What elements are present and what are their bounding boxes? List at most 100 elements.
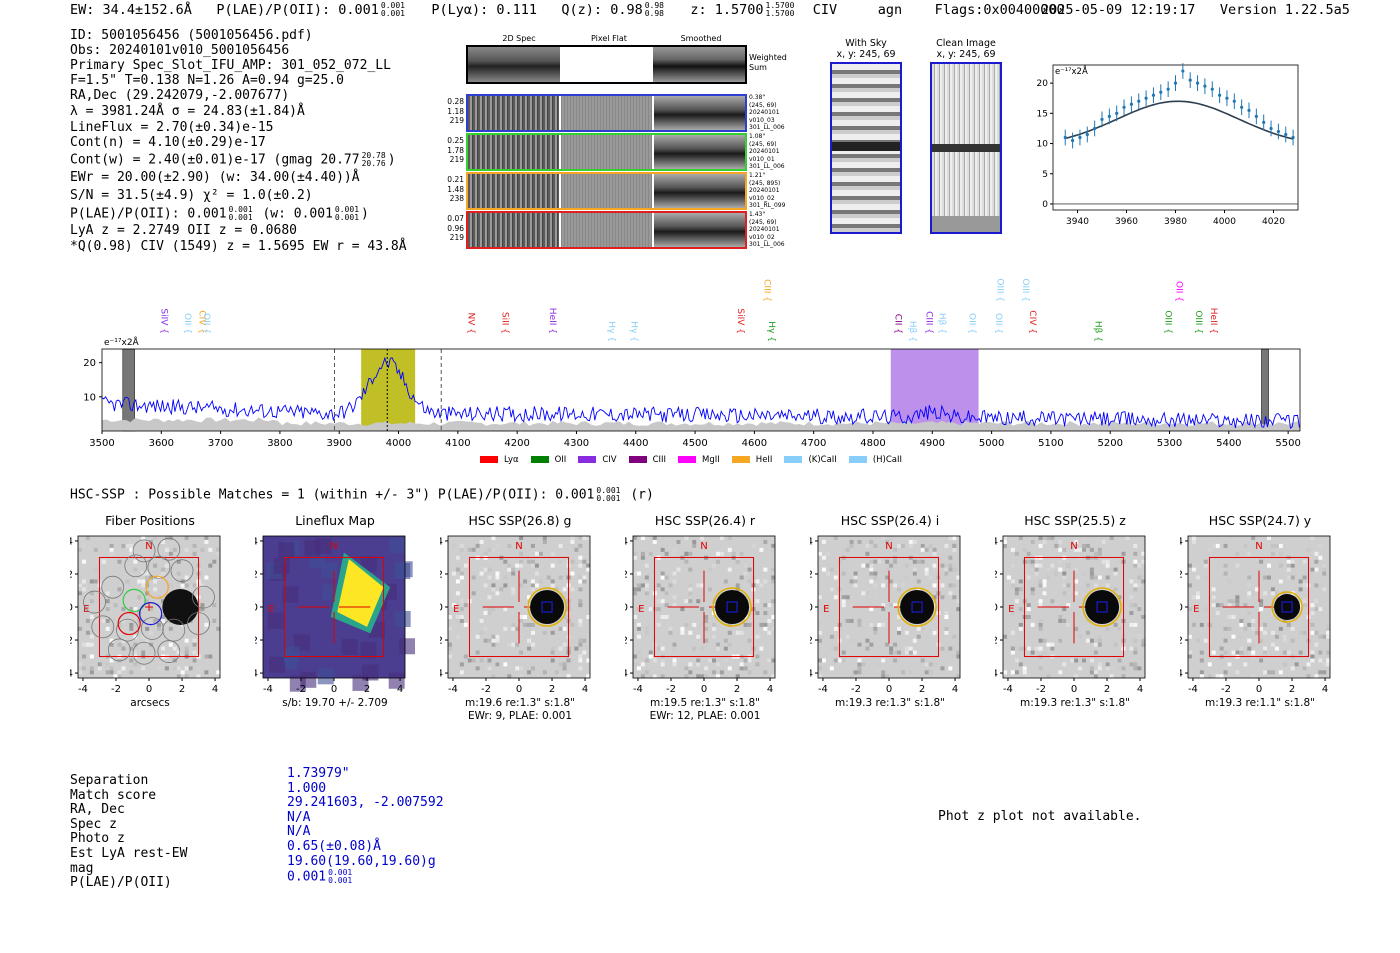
frac-hi: 0.001 [228,205,253,214]
sky-pixel [1078,634,1083,639]
sky-pixel [821,658,826,663]
sky-pixel [1203,607,1208,612]
legend-label: MgII [702,454,720,465]
plae-w-text: (w: 0.001 [262,206,333,222]
sky-pixel [885,567,890,572]
sky-pixel [145,638,150,643]
sky-pixel [184,666,189,671]
sky-pixel [176,559,181,564]
sky-pixel [1274,591,1279,596]
sky-pixel [900,583,905,588]
zoom-data-point [1284,132,1288,137]
hsc-summary-frac: 0.001 0.001 [596,487,620,503]
frac-lo: 0.001 [228,213,253,222]
sky-pixel [932,551,937,556]
sky-pixel [586,658,591,663]
sky-pixel [455,618,460,623]
spectrum-ytick-label: 10 [83,392,96,403]
sky-pixel [160,618,165,623]
sky-pixel [881,603,886,608]
sky-pixel [1188,650,1192,655]
panel-ytick-label: -4 [440,669,443,680]
sky-pixel [164,563,169,568]
sky-pixel [145,575,150,580]
sky-pixel [1089,575,1094,580]
sky-pixel [1074,547,1079,552]
fiber-circle [132,641,156,665]
sky-pixel [1251,650,1256,655]
sky-pixel [530,551,535,556]
panel-ytick-label: -2 [1180,636,1183,647]
sky-pixel [1195,575,1200,580]
sky-pixel [1188,607,1192,612]
sky-pixel [216,670,221,675]
sky-pixel [1310,603,1315,608]
sky-pixel [145,626,150,631]
match-value-text: N/A [287,824,311,840]
sky-pixel [1097,666,1102,671]
zoom-data-point [1122,105,1126,109]
sky-pixel [1006,575,1011,580]
sky-pixel [1133,646,1138,651]
sky-pixel [704,615,709,619]
header-timestamp: 2025-05-09 12:19:17 [1041,2,1196,18]
zoom-data-point [1115,111,1119,115]
sky-pixel [857,658,862,663]
sky-pixel [1227,579,1232,584]
sky-pixel [1133,563,1138,568]
spectrum-highlight-band [890,349,979,431]
north-label: N [1070,541,1077,552]
sky-pixel [1085,618,1090,623]
sky-pixel [956,650,961,655]
source-marker-box [541,601,553,613]
info-contw: Cont(w) = 2.40(±0.01)e-17 (gmag 20.77 20.… [70,151,396,168]
sky-pixel [897,615,901,619]
sky-pixel [1066,622,1071,627]
sky-pixel [1286,622,1291,627]
sky-pixel [940,563,945,568]
sky-pixel [160,571,165,576]
spectrum-xtick-label: 4100 [445,438,470,449]
sky-pixel [881,674,886,679]
sky-pixel [837,658,842,663]
panel-ytick-label: 0 [625,603,628,614]
frac-lo: 1.5700 [765,9,795,18]
sky-pixel [582,638,587,643]
match-value-text: 1.000 [287,780,327,796]
sky-pixel [117,575,122,580]
sky-pixel [550,579,555,584]
cutout-left-value: 0.21 [447,175,464,184]
sky-pixel [1298,630,1303,635]
sky-pixel [708,658,713,663]
sky-pixel [117,587,122,592]
sky-pixel [1227,662,1232,667]
cutout-left-value: 219 [449,155,464,164]
sky-pixel [109,551,114,556]
sky-pixel [511,567,516,572]
sky-pixel [1263,670,1268,675]
spectrum-line-label: OII { [993,313,1003,334]
sky-pixel [208,547,213,552]
sky-pixel [117,674,122,679]
sky-pixel [636,634,641,639]
sky-pixel [841,571,846,576]
sky-pixel [1227,626,1232,631]
spectrum-line-label: SiII { [499,312,509,334]
sky-pixel [1026,674,1031,679]
sky-pixel [1318,607,1323,612]
sky-pixel [920,547,925,552]
sky-pixel [184,650,189,655]
flux-noise-tile [321,562,338,579]
sky-pixel [475,543,480,548]
sky-pixel [530,622,535,627]
sky-pixel [448,646,452,651]
flux-noise-tile [341,638,358,655]
sky-pixel [1133,583,1138,588]
sky-pixel [160,599,165,604]
sky-pixel [857,642,862,647]
sky-pixel [527,670,531,675]
sky-pixel [755,611,760,616]
cutout-left-value: 1.18 [447,106,464,116]
sky-pixel [1310,654,1315,659]
sky-pixel [109,543,114,548]
